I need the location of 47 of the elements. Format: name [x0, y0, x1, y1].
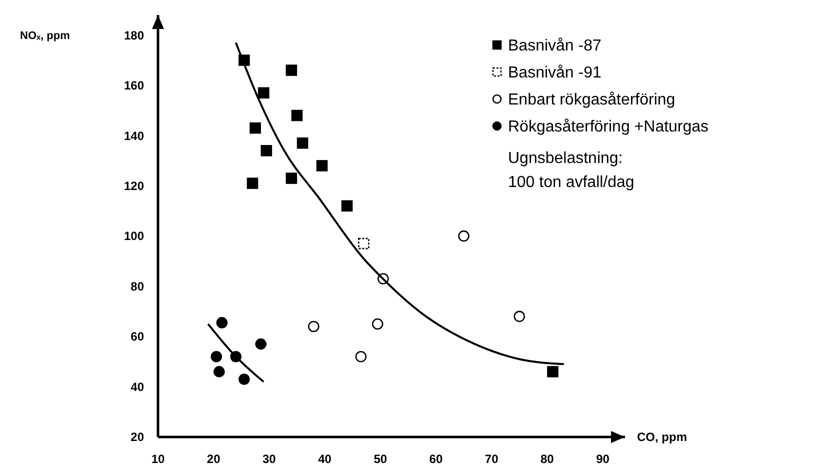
y-tick-label: 140: [124, 128, 144, 143]
x-tick-label: 60: [429, 452, 443, 466]
legend-label: Enbart rökgasåterföring: [508, 92, 676, 109]
y-tick-label: 180: [124, 28, 144, 42]
x-tick-label: 20: [206, 452, 221, 466]
point: [372, 318, 384, 330]
point: [547, 366, 558, 378]
y-tick-label: 160: [124, 78, 144, 93]
point: [308, 320, 320, 332]
x-tick-label: 10: [151, 452, 165, 466]
point: [250, 122, 261, 134]
point: [358, 238, 370, 250]
x-axis-title: CO, ppm: [637, 430, 687, 444]
point: [458, 230, 470, 242]
x-tick-label: 30: [262, 452, 276, 466]
y-axis-title: NOₓ, ppm: [20, 30, 70, 42]
legend-label: Basnivån -87: [508, 38, 602, 55]
point: [260, 144, 272, 156]
x-tick-label: 50: [374, 452, 388, 466]
x-tick-label: 80: [540, 452, 554, 466]
point: [296, 137, 308, 149]
legend-label: Rökgasåterföring +Naturgas: [508, 118, 709, 136]
point: [258, 87, 270, 99]
point: [286, 64, 298, 76]
x-tick-label: 70: [484, 452, 499, 466]
point: [210, 350, 222, 362]
y-tick-label: 100: [124, 229, 144, 244]
y-tick-label: 120: [124, 179, 144, 194]
y-tick-label: 20: [130, 430, 144, 444]
point: [316, 160, 328, 172]
y-tick-label: 80: [130, 279, 144, 294]
point: [341, 200, 353, 212]
x-tick-label: 40: [318, 452, 332, 466]
legend-label: Basnivån -91: [508, 64, 602, 82]
x-tick-label: 90: [596, 452, 610, 466]
y-tick-label: 40: [130, 380, 144, 394]
annotation: Ugnsbelastning: 100 ton avfall/dag: [508, 150, 634, 191]
point: [238, 374, 250, 385]
point: [286, 172, 298, 184]
point: [255, 338, 266, 350]
point: [246, 178, 258, 189]
point: [214, 366, 225, 378]
point: [514, 310, 526, 322]
y-tick-label: 60: [130, 330, 144, 344]
point: [291, 110, 303, 122]
point: [355, 350, 367, 362]
point: [216, 317, 228, 328]
